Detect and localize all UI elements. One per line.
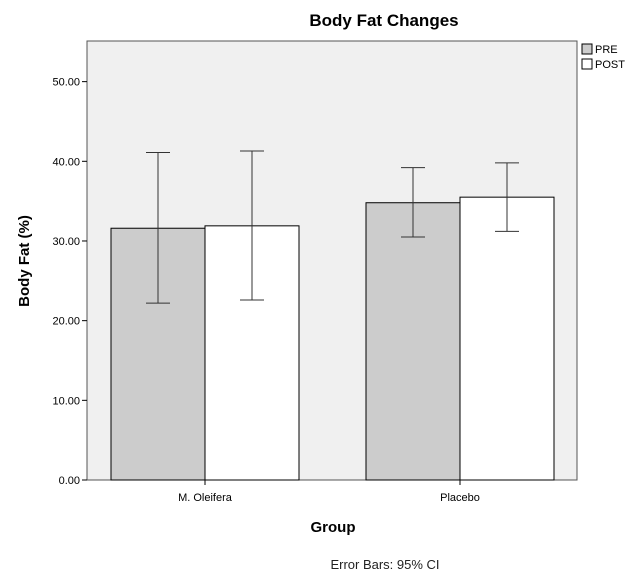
y-tick-label: 40.00 (52, 156, 80, 168)
y-axis: 0.00 10.00 20.00 30.00 40.00 50.00 (52, 77, 87, 487)
error-bar-note: Error Bars: 95% CI (330, 557, 439, 572)
legend: PRE POST (581, 43, 625, 71)
x-tick-label: Placebo (440, 492, 480, 504)
y-tick-label: 20.00 (52, 316, 80, 328)
y-tick-label: 30.00 (52, 236, 80, 248)
x-axis-title: Group (311, 519, 356, 536)
bar-pre-1 (365, 202, 461, 481)
legend-label-post: POST (595, 59, 625, 71)
x-axis: M. Oleifera Placebo (178, 480, 480, 504)
legend-label-pre: PRE (595, 44, 618, 56)
legend-swatch-pre (581, 43, 593, 55)
y-tick-label: 10.00 (52, 395, 80, 407)
y-tick-label: 50.00 (52, 77, 80, 89)
legend-swatch-post (581, 58, 593, 70)
error-bar-group (146, 150, 519, 304)
y-axis-title: Body Fat (%) (16, 215, 33, 307)
x-tick-label: M. Oleifera (178, 492, 233, 504)
y-tick-label: 0.00 (59, 475, 80, 487)
bar-post-1 (459, 196, 555, 481)
chart-title: Body Fat Changes (309, 11, 458, 30)
